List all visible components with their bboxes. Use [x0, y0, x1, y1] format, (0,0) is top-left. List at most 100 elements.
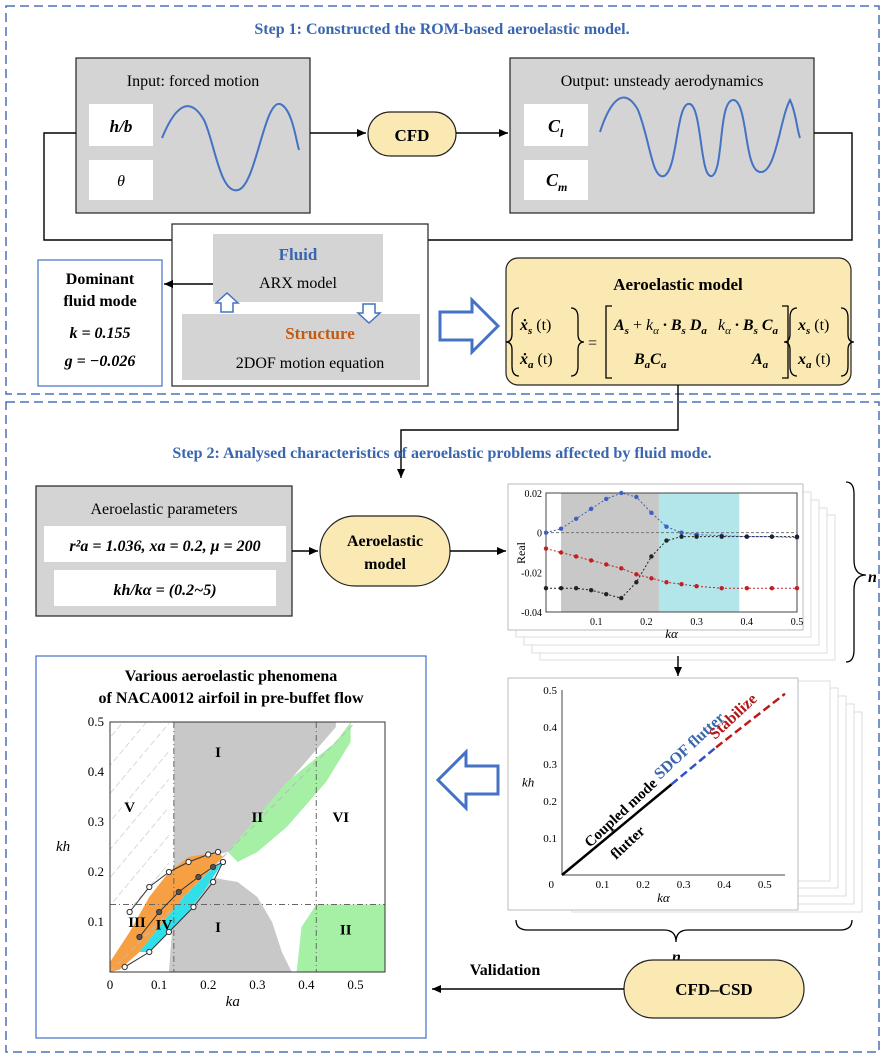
ylabel: Real — [514, 541, 528, 564]
point-1-13 — [769, 586, 775, 591]
ylabel: kh — [56, 839, 70, 855]
point-1-14 — [794, 586, 800, 591]
point-1-12 — [744, 586, 749, 591]
point-1-3 — [588, 558, 594, 563]
curve-pt-1-3 — [195, 873, 202, 881]
point-2-7 — [649, 554, 654, 559]
region-II-top — [227, 722, 351, 862]
kh-chart-card — [507, 677, 799, 911]
point-2-9 — [679, 534, 684, 539]
arrow-down-hollow — [356, 303, 382, 325]
aero-model-pill-1: Aeroelastic — [347, 533, 423, 550]
dominant-title-1: Dominant — [66, 271, 135, 288]
var-cm-box — [524, 160, 588, 200]
svg-text:ẋa (t): ẋa (t) — [519, 351, 553, 371]
point-0-5 — [619, 490, 624, 496]
point-2-13 — [769, 534, 775, 539]
output-title: Output: unsteady aerodynamics — [561, 73, 764, 90]
point-1-5 — [619, 566, 624, 571]
point-2-14 — [794, 534, 800, 539]
point-2-8 — [664, 538, 669, 543]
ytick-0.02: 0.02 — [525, 489, 543, 500]
region-I-top — [173, 722, 336, 907]
diag-ref — [109, 721, 356, 973]
point-1-8 — [664, 580, 669, 585]
svg-text:kα · Bs Ca: kα · Bs Ca — [718, 317, 779, 337]
params-line-box — [44, 526, 286, 562]
curve-pt-2-2 — [165, 928, 173, 936]
xtick-0.1: 0.1 — [596, 879, 610, 891]
svg-text:xs (t): xs (t) — [797, 317, 829, 337]
point-0-0 — [543, 530, 549, 535]
ytick-0.5: 0.5 — [543, 685, 557, 697]
var-theta: θ — [117, 173, 125, 190]
curve-pt-0-5 — [214, 848, 222, 856]
step1-title: Step 1: Constructed the ROM-based aeroel… — [254, 21, 629, 38]
point-1-10 — [694, 584, 699, 589]
plot-frame — [545, 492, 798, 613]
xtick-0.2: 0.2 — [640, 617, 653, 628]
arrow-to-aero-model — [438, 296, 501, 356]
point-2-5 — [619, 595, 624, 601]
shade-cyan — [658, 493, 740, 612]
point-2-6 — [634, 580, 639, 585]
curve-pt-2-1 — [146, 948, 153, 956]
point-0-7 — [649, 510, 654, 516]
xtick-0.4: 0.4 — [298, 977, 315, 992]
point-1-6 — [634, 572, 639, 577]
fluid-label: Fluid — [279, 245, 318, 264]
brace-right — [845, 481, 867, 663]
var-cl-box — [524, 104, 588, 146]
ytick-0.5: 0.5 — [88, 714, 104, 729]
origin: 0 — [549, 879, 555, 891]
ytick-0.1: 0.1 — [543, 833, 557, 845]
point-0-4 — [604, 496, 609, 502]
dominant-k: k = 0.155 — [69, 325, 130, 342]
region-label-VI-5: VI — [332, 810, 349, 826]
curve-2 — [124, 861, 224, 968]
xlabel: ka — [226, 994, 240, 1010]
aero-model-pill — [319, 515, 451, 587]
params-title: Aeroelastic parameters — [90, 501, 237, 518]
real-part-chart: 0.02 0 -0.02 -0.04 0.1 0.2 0.3 0.4 0.5 Real kα — [514, 489, 803, 641]
xtick-0.5: 0.5 — [347, 977, 363, 992]
ylabel: kh — [522, 775, 534, 790]
point-2-2 — [573, 586, 579, 591]
region-V-hatch — [110, 722, 169, 907]
phen-title-2: of NACA0012 airfoil in pre-buffet flow — [98, 690, 363, 707]
region-III — [110, 852, 223, 972]
point-2-0 — [543, 586, 549, 591]
structure-label: Structure — [285, 324, 355, 343]
ytick-0.4: 0.4 — [88, 764, 105, 779]
curve-pt-0-0 — [126, 908, 133, 916]
point-1-0 — [543, 546, 549, 551]
ytick-0.2: 0.2 — [543, 796, 557, 808]
aero-model-pill-2: model — [364, 556, 406, 573]
point-1-1 — [558, 550, 564, 555]
region-label-I-0: I — [215, 745, 221, 761]
sdof-line — [670, 746, 717, 786]
curve-pt-1-2 — [175, 888, 182, 896]
point-1-4 — [604, 562, 609, 567]
xtick-0.4: 0.4 — [717, 879, 731, 891]
region-IV — [139, 862, 223, 952]
dominant-title-2: fluid mode — [63, 293, 136, 310]
point-0-2 — [573, 516, 579, 521]
xtick-0.3: 0.3 — [677, 879, 691, 891]
region-label-V-4: V — [124, 800, 135, 816]
var-hb: h/b — [110, 117, 133, 136]
stabilize-line — [715, 692, 786, 749]
region-label-III-2: III — [128, 915, 146, 931]
curve-pt-1-1 — [156, 908, 163, 916]
var-hb-box — [89, 104, 153, 146]
ratio-line: kh/kα = (0.2~5) — [113, 582, 216, 599]
xtick-0: 0 — [107, 977, 114, 992]
svg-text:xa (t): xa (t) — [797, 351, 831, 371]
xtick-0.4: 0.4 — [741, 617, 754, 628]
coupled-line — [561, 783, 673, 876]
aero-equation: ẋs (t) ẋa (t) = As + kα · Bs Da kα · Bs … — [505, 305, 855, 379]
ytick-0.3: 0.3 — [88, 814, 104, 829]
xtick-0.5: 0.5 — [758, 879, 772, 891]
point-0-6 — [634, 494, 639, 500]
curve-pt-0-2 — [165, 868, 173, 876]
